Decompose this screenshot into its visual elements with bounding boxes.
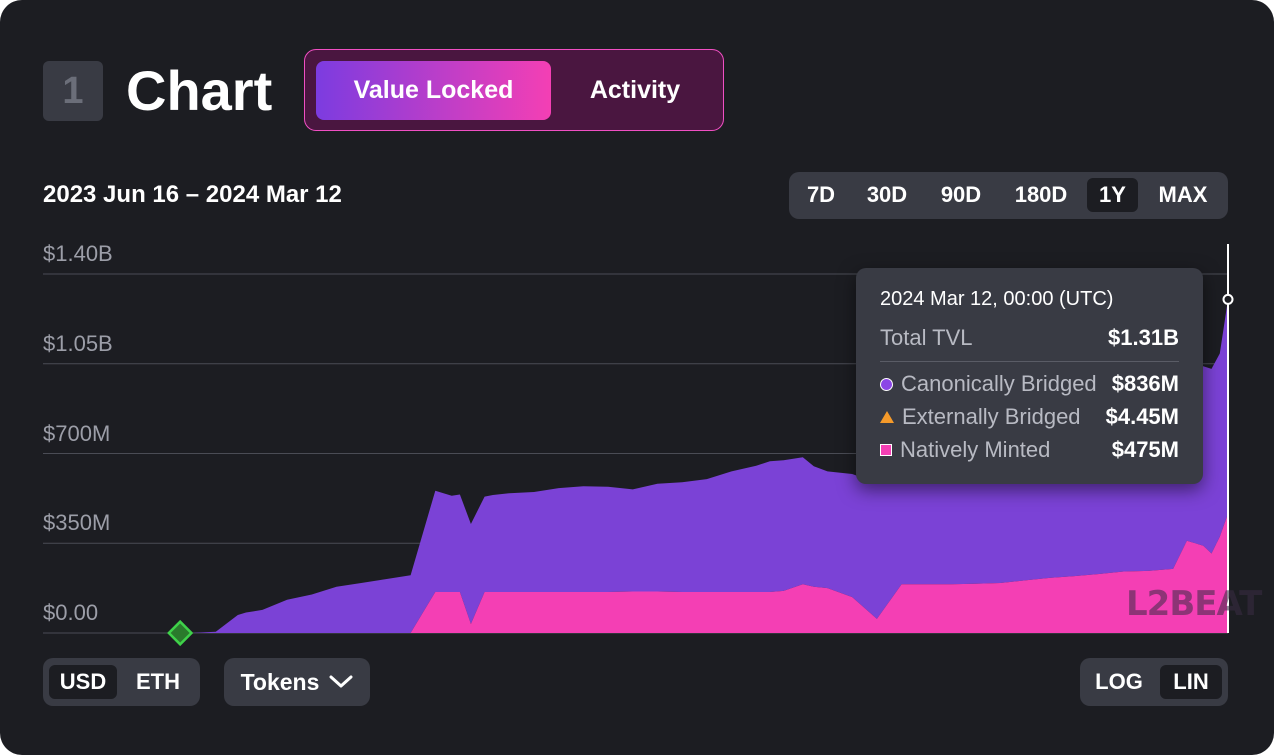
tooltip-row-label: Canonically Bridged (901, 371, 1097, 396)
log-scale-button[interactable]: LOG (1095, 669, 1143, 694)
hover-point (1222, 293, 1234, 305)
lin-scale-button[interactable]: LIN (1160, 665, 1222, 699)
l2beat-watermark: L2BEAT (1126, 584, 1262, 624)
tooltip-row-native: Natively Minted $475M (880, 436, 1179, 464)
canonically-bridged-area (43, 299, 1228, 633)
chart-tooltip: 2024 Mar 12, 00:00 (UTC) Total TVL $1.31… (856, 268, 1203, 484)
usd-button[interactable]: USD (49, 665, 117, 699)
tooltip-total-row: Total TVL $1.31B (880, 324, 1179, 352)
triangle-marker-icon (880, 411, 894, 423)
square-marker-icon (880, 444, 892, 456)
range-90d-button[interactable]: 90D (940, 182, 982, 207)
view-switch: Value Locked Activity (304, 49, 724, 131)
range-1y-button[interactable]: 1Y (1087, 178, 1138, 212)
tooltip-row-label: Externally Bridged (902, 404, 1081, 429)
tooltip-row-external: Externally Bridged $4.45M (880, 403, 1179, 431)
tooltip-total-value: $1.31B (1108, 325, 1179, 350)
tooltip-row-canonical: Canonically Bridged $836M (880, 370, 1179, 398)
y-tick-label: $350M (43, 510, 111, 536)
tokens-label: Tokens (240, 668, 320, 695)
chevron-down-icon (329, 675, 353, 688)
tooltip-row-value: $836M (1111, 371, 1179, 396)
step-number-badge: 1 (43, 61, 103, 121)
tooltip-divider (880, 361, 1179, 362)
scale-selector: LOG LIN (1080, 658, 1228, 706)
range-max-button[interactable]: MAX (1158, 182, 1208, 207)
tooltip-total-label: Total TVL (880, 325, 973, 350)
tooltip-date: 2024 Mar 12, 00:00 (UTC) (880, 288, 1114, 310)
y-tick-label: $0.00 (43, 600, 99, 625)
range-180d-button[interactable]: 180D (1014, 182, 1068, 207)
y-tick-label: $1.05B (43, 330, 113, 356)
tooltip-row-label: Natively Minted (900, 437, 1051, 462)
y-tick-label: $1.40B (43, 241, 113, 266)
currency-selector: USD ETH (43, 658, 200, 706)
y-tick-label: $700M (43, 420, 111, 446)
range-30d-button[interactable]: 30D (866, 182, 908, 207)
tooltip-row-value: $475M (1111, 437, 1179, 462)
time-range-selector: 7D 30D 90D 180D 1Y MAX (789, 172, 1228, 219)
event-marker-icon (167, 619, 194, 647)
tokens-dropdown[interactable]: Tokens (224, 658, 370, 706)
activity-tab[interactable]: Activity (589, 76, 681, 104)
natively-minted-area (43, 513, 1228, 633)
eth-button[interactable]: ETH (136, 669, 180, 694)
range-7d-button[interactable]: 7D (806, 182, 836, 207)
page-title: Chart (126, 59, 273, 122)
circle-marker-icon (880, 377, 893, 391)
value-locked-tab[interactable]: Value Locked (316, 61, 551, 120)
tooltip-row-value: $4.45M (1105, 404, 1179, 429)
date-range-label: 2023 Jun 16 – 2024 Mar 12 (43, 181, 342, 208)
